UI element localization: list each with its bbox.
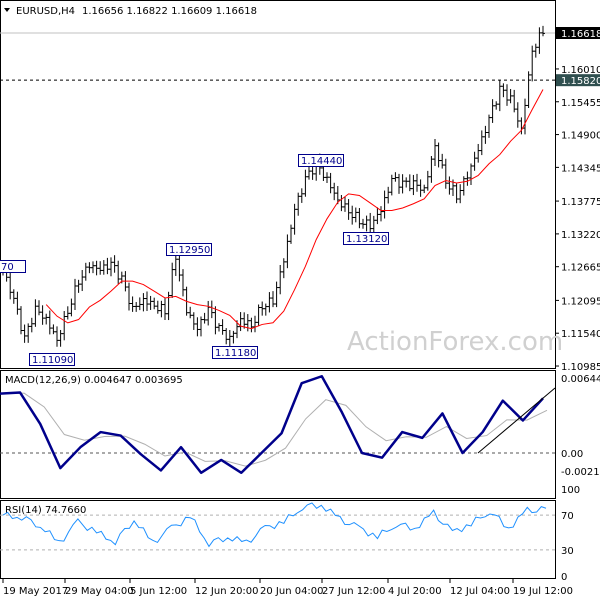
- current-price-tag: [556, 27, 600, 39]
- rsi-tick-label: 0: [561, 572, 567, 583]
- rsi-label: RSI(14) 74.7660: [5, 505, 86, 516]
- price-annotation-box: [0, 260, 26, 273]
- time-tick-label: 19 Jul 12:00: [513, 586, 573, 597]
- ohlc-label: 1.16656 1.16822 1.16609 1.16618: [82, 6, 257, 17]
- price-annotation-box: [343, 232, 389, 245]
- price-tick-label: 1.13220: [561, 230, 600, 241]
- rsi-tick-label: 30: [561, 546, 574, 557]
- level-tag: [556, 74, 600, 87]
- time-tick-label: 12 Jul 04:00: [450, 586, 510, 597]
- macd-label: MACD(12,26,9) 0.004647 0.003695: [5, 375, 183, 386]
- time-tick-label: 19 May 2017: [3, 586, 68, 597]
- rsi-line: [2, 502, 547, 548]
- rsi-panel: [0, 500, 556, 579]
- price-tick-label: 1.15455: [561, 98, 600, 109]
- watermark: ActionForex.com: [347, 327, 563, 357]
- price-annotation-box: [298, 154, 344, 167]
- price-annotation-box: [212, 346, 258, 359]
- price-tick-label: 1.10985: [561, 362, 600, 373]
- price-tick-label: 1.13775: [561, 197, 600, 208]
- price-tick-label: 1.14900: [561, 131, 600, 142]
- price-tick-label: 1.11540: [561, 329, 600, 340]
- macd-panel: [0, 370, 556, 499]
- price-panel: [0, 0, 556, 369]
- symbol-label: EURUSD,H4: [16, 6, 75, 17]
- price-tick-label: 1.12095: [561, 296, 600, 307]
- price-annotation-box: [166, 243, 212, 256]
- macd-trendline: [477, 387, 556, 454]
- time-tick-label: 12 Jun 20:00: [195, 586, 259, 597]
- price-tick-label: 1.16010: [561, 65, 600, 76]
- time-tick-label: 27 Jun 12:00: [322, 586, 386, 597]
- level-tag-label: 1.15820: [561, 76, 600, 87]
- price-annotation: 1.14440: [301, 156, 342, 167]
- macd-line: [0, 374, 544, 475]
- current-price-label: 1.16618: [561, 29, 600, 40]
- moving-average-line: [45, 89, 544, 330]
- price-tick-label: 1.12665: [561, 263, 600, 274]
- price-annotation: 1.11180: [215, 348, 256, 359]
- price-annotation: 1.13120: [346, 234, 387, 245]
- time-tick-label: 5 Jun 12:00: [130, 586, 187, 597]
- time-tick-label: 4 Jul 20:00: [388, 586, 442, 597]
- time-tick-label: 20 Jun 04:00: [260, 586, 324, 597]
- macd-tick-label: 0.00: [561, 449, 583, 460]
- macd-signal-line: [3, 392, 548, 467]
- price-annotation: 1.11090: [32, 355, 73, 366]
- time-tick-label: 29 May 04:00: [65, 586, 134, 597]
- price-annotation: 70: [1, 262, 14, 273]
- rsi-tick-label: 100: [561, 485, 580, 496]
- price-tick-label: 1.14345: [561, 163, 600, 174]
- price-annotation: 1.12950: [169, 245, 210, 256]
- macd-tick-label: -0.002134: [561, 467, 600, 478]
- dropdown-icon[interactable]: [4, 8, 10, 12]
- rsi-tick-label: 70: [561, 511, 574, 522]
- price-annotation-box: [29, 353, 75, 366]
- macd-tick-label: 0.006449: [561, 374, 600, 385]
